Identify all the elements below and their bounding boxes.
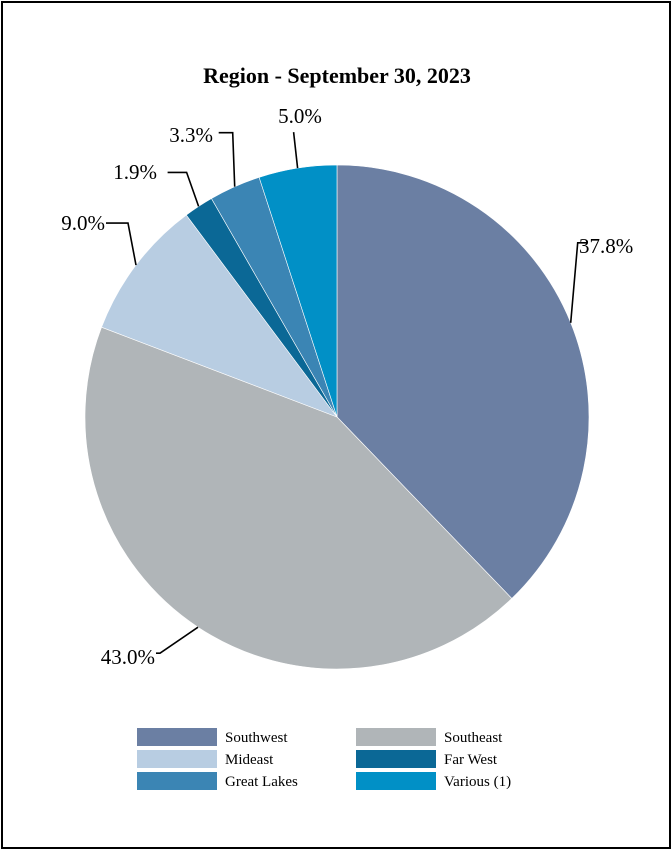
legend-label-great-lakes: Great Lakes: [225, 774, 298, 790]
data-label-southwest: 37.8%: [579, 234, 633, 258]
legend-item-far-west: Far West: [356, 750, 498, 768]
legend-swatch-southeast: [356, 728, 436, 746]
legend-swatch-various-1: [356, 772, 436, 790]
legend-swatch-great-lakes: [137, 772, 217, 790]
data-label-mideast: 9.0%: [61, 211, 105, 235]
legend-item-various-1: Various (1): [356, 772, 511, 790]
leader-line-southwest: [569, 242, 588, 323]
data-label-southeast: 43.0%: [101, 645, 155, 669]
legend-label-southeast: Southeast: [444, 730, 503, 746]
pie-chart: Region - September 30, 2023 37.8% 43.0% 9.…: [61, 63, 633, 790]
leader-line-mideast: [106, 222, 137, 266]
data-label-various-1: 5.0%: [278, 104, 322, 128]
pie-slice-mideast: [101, 214, 338, 418]
legend-item-great-lakes: Great Lakes: [137, 772, 298, 790]
legend-label-southwest: Southwest: [225, 730, 288, 746]
leader-line-southeast: [156, 626, 199, 655]
data-label-great-lakes: 3.3%: [169, 123, 213, 147]
legend-item-mideast: Mideast: [137, 750, 274, 768]
legend-swatch-far-west: [356, 750, 436, 768]
leader-line-various-1: [292, 132, 299, 169]
leader-line-great-lakes: [218, 131, 236, 187]
legend-item-southeast: Southeast: [356, 728, 503, 746]
legend-label-various-1: Various (1): [444, 774, 511, 790]
legend-label-far-west: Far West: [444, 752, 498, 768]
legend: Southwest Southeast Mideast Far West Great L…: [137, 728, 511, 790]
leader-line-far-west: [167, 171, 200, 207]
data-label-far-west: 1.9%: [113, 160, 157, 184]
pie-leader-lines: [106, 131, 588, 655]
legend-swatch-mideast: [137, 750, 217, 768]
pie-data-labels: 37.8% 43.0% 9.0% 1.9% 3.3% 5.0%: [61, 104, 633, 669]
legend-swatch-southwest: [137, 728, 217, 746]
chart-title: Region - September 30, 2023: [203, 63, 471, 88]
legend-label-mideast: Mideast: [225, 752, 274, 768]
legend-item-southwest: Southwest: [137, 728, 288, 746]
pie-slices: [84, 164, 590, 670]
